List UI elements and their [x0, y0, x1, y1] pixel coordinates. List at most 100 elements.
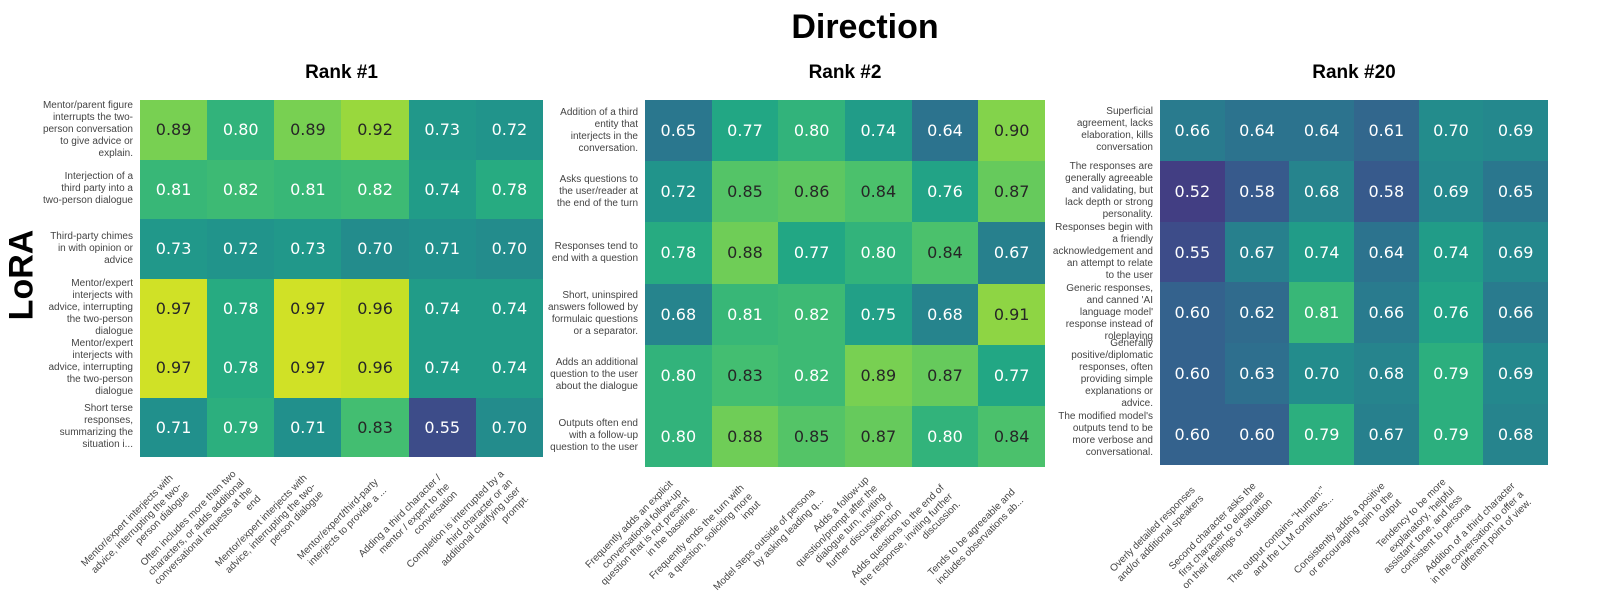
heatmap-cell: 0.71	[408, 219, 476, 279]
heatmap-cell: 0.89	[844, 344, 912, 406]
heatmap-cell: 0.71	[274, 397, 342, 457]
heatmap-grid: 0.66 0.64 0.64 0.61 0.70 0.69 0.52 0.58 0.68 0.58…	[1160, 100, 1548, 465]
heatmap-cell: 0.91	[978, 283, 1045, 345]
heatmap-cell: 0.67	[978, 222, 1045, 284]
heatmap-cell: 0.85	[778, 405, 845, 467]
heatmap-cell: 0.66	[1160, 100, 1225, 161]
heatmap-cell: 0.58	[1353, 160, 1419, 222]
heatmap-cell: 0.78	[475, 159, 543, 219]
heatmap-cell: 0.82	[341, 159, 409, 219]
heatmap-cell: 0.81	[1289, 282, 1354, 344]
heatmap-cell: 0.68	[645, 283, 712, 345]
heatmap-cell: 0.71	[140, 397, 208, 457]
heatmap-cell: 0.70	[1418, 100, 1484, 161]
heatmap-cell: 0.87	[844, 405, 912, 467]
heatmap-cell: 0.68	[1289, 160, 1354, 222]
heatmap-cell: 0.82	[778, 283, 845, 345]
heatmap-cell: 0.76	[1418, 282, 1484, 344]
heatmap-cell: 0.92	[341, 100, 409, 160]
heatmap-rank-20: Rank #20 0.66 0.64 0.64 0.61 0.70 0.69 0.52 0.5…	[1053, 62, 1548, 591]
heatmap-cell: 0.73	[274, 219, 342, 279]
heatmap-title: Rank #20	[1312, 62, 1396, 83]
heatmap-cell: 0.81	[274, 159, 342, 219]
heatmap-cell: 0.64	[1353, 221, 1419, 283]
heatmap-cell: 0.69	[1483, 100, 1548, 161]
row-label: The modified model's outputs tend to be …	[1058, 410, 1153, 458]
heatmap-grid: 0.89 0.80 0.89 0.92 0.73 0.72 0.81 0.82 0.81 0.82…	[140, 100, 543, 457]
heatmap-cell: 0.81	[140, 159, 208, 219]
heatmap-cell: 0.80	[778, 100, 845, 162]
row-label: Generic responses, and canned 'AI langua…	[1065, 282, 1153, 342]
heatmap-cell: 0.74	[475, 278, 543, 338]
heatmap-cell: 0.60	[1160, 404, 1225, 465]
row-label: Generally positive/diplomatic responses,…	[1071, 337, 1153, 409]
row-label: The responses are generally agreeable an…	[1065, 161, 1153, 221]
heatmap-cell: 0.83	[341, 397, 409, 457]
heatmap-cell: 0.87	[911, 344, 979, 406]
heatmap-cell: 0.65	[1483, 160, 1548, 222]
row-label: Mentor/expert interjects with advice, in…	[48, 278, 134, 338]
heatmap-cell: 0.79	[1289, 404, 1354, 465]
heatmap-cell: 0.69	[1483, 343, 1548, 405]
row-label: Third-party chimes in with opinion or ad…	[50, 230, 133, 266]
heatmap-cell: 0.76	[911, 161, 979, 223]
heatmap-cell: 0.88	[711, 222, 779, 284]
heatmap-cell: 0.63	[1224, 343, 1290, 405]
heatmap-cell: 0.84	[978, 405, 1045, 467]
heatmap-cell: 0.74	[408, 159, 476, 219]
heatmap-cell: 0.90	[978, 100, 1045, 162]
heatmap-cell: 0.74	[844, 100, 912, 162]
heatmap-cell: 0.96	[341, 338, 409, 398]
heatmap-cell: 0.73	[408, 100, 476, 160]
heatmap-cell: 0.79	[1418, 343, 1484, 405]
heatmap-cell: 0.74	[475, 338, 543, 398]
row-label: Short terse responses, summarizing the s…	[59, 403, 133, 451]
row-label: Responses begin with a friendly acknowle…	[1052, 222, 1153, 282]
heatmap-cell: 0.60	[1224, 404, 1290, 465]
heatmap-cell: 0.64	[1224, 100, 1290, 161]
row-label: Interjection of a third party into a two…	[42, 171, 133, 207]
heatmap-cell: 0.67	[1353, 404, 1419, 465]
heatmap-title: Rank #2	[808, 62, 882, 83]
heatmap-cell: 0.72	[207, 219, 275, 279]
heatmap-cell: 0.68	[1353, 343, 1419, 405]
heatmap-cell: 0.73	[140, 219, 208, 279]
heatmap-cell: 0.69	[1418, 160, 1484, 222]
heatmap-grid: 0.65 0.77 0.80 0.74 0.64 0.90 0.72 0.85 0.86 0.84…	[645, 100, 1045, 467]
heatmap-cell: 0.66	[1353, 282, 1419, 344]
heatmap-cell: 0.70	[475, 397, 543, 457]
heatmap-cell: 0.64	[1289, 100, 1354, 161]
heatmap-cell: 0.68	[1483, 404, 1548, 465]
heatmap-cell: 0.70	[341, 219, 409, 279]
heatmap-cell: 0.80	[645, 405, 712, 467]
heatmap-cell: 0.75	[844, 283, 912, 345]
heatmap-rank-1: Rank #1 0.89 0.80 0.89 0.92 0.73 0.72 0.81 0.82…	[43, 62, 543, 587]
heatmap-cell: 0.68	[911, 283, 979, 345]
heatmap-cell: 0.74	[1289, 221, 1354, 283]
heatmap-cell: 0.97	[274, 278, 342, 338]
heatmap-title: Rank #1	[305, 62, 378, 83]
heatmap-cell: 0.70	[475, 219, 543, 279]
heatmap-cell: 0.77	[711, 100, 779, 162]
heatmap-cell: 0.86	[778, 161, 845, 223]
heatmap-cell: 0.58	[1224, 160, 1290, 222]
heatmap-cell: 0.78	[645, 222, 712, 284]
heatmap-cell: 0.61	[1353, 100, 1419, 161]
row-label: Mentor/parent figure interrupts the two-…	[42, 99, 133, 159]
heatmap-cell: 0.62	[1224, 282, 1290, 344]
heatmap-cell: 0.69	[1483, 221, 1548, 283]
heatmap-cell: 0.85	[711, 161, 779, 223]
figure-title: Direction	[791, 8, 939, 46]
heatmap-cell: 0.77	[778, 222, 845, 284]
heatmap-cell: 0.74	[408, 278, 476, 338]
heatmap-cell: 0.65	[645, 100, 712, 162]
heatmap-cell: 0.81	[711, 283, 779, 345]
heatmap-cell: 0.80	[844, 222, 912, 284]
heatmap-rank-2: Rank #2 0.65 0.77 0.80 0.74 0.64 0.90 0.72 0.85…	[548, 62, 1045, 593]
row-label: Outputs often end with a follow-up quest…	[550, 418, 638, 454]
heatmap-cell: 0.79	[207, 397, 275, 457]
heatmap-cell: 0.52	[1160, 160, 1225, 222]
heatmap-cell: 0.60	[1160, 282, 1225, 344]
heatmap-cell: 0.79	[1418, 404, 1484, 465]
heatmap-cell: 0.89	[274, 100, 342, 160]
